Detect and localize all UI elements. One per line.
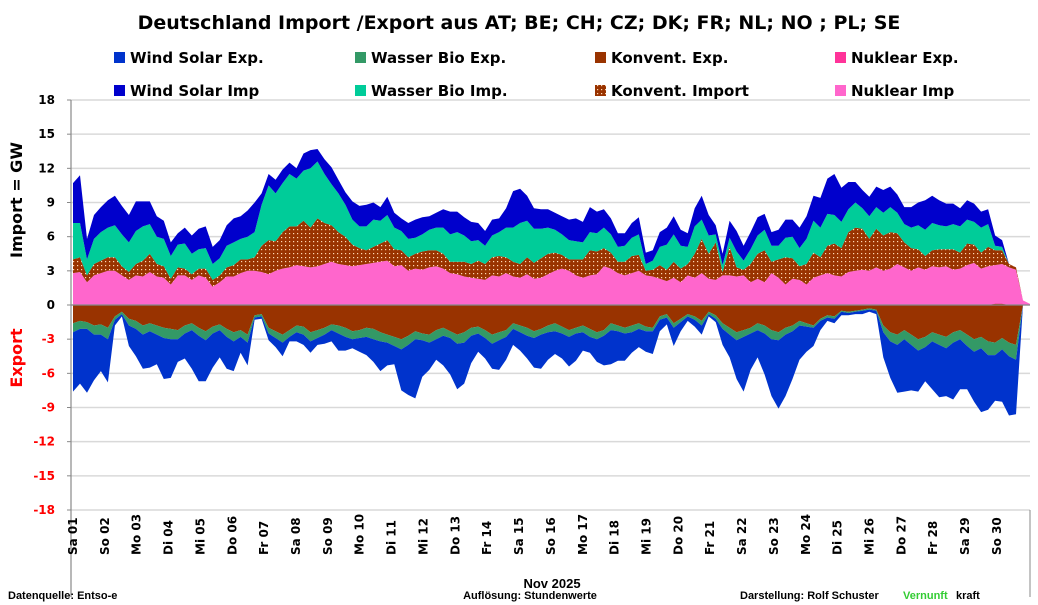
legend: Wind Solar Exp. Wasser Bio Exp. Konvent. E… (114, 49, 959, 100)
legend-label: Wasser Bio Exp. (371, 49, 506, 67)
x-tick-label: Sa 22 (735, 517, 749, 555)
y-tick-label: -3 (42, 332, 55, 346)
legend-label: Wind Solar Exp. (130, 49, 264, 67)
y-axis-label-export: Export (7, 328, 26, 388)
x-tick-label: Mo 24 (799, 514, 813, 555)
legend-item: Wind Solar Imp (114, 82, 260, 100)
legend-item: Wasser Bio Imp. (355, 82, 508, 100)
x-tick-label: Mo 03 (130, 514, 144, 555)
x-tick-label: Do 27 (894, 516, 908, 555)
area-wind-solar-imp (73, 149, 1030, 304)
area-konvent-exp (73, 303, 1030, 345)
y-tick-label: 15 (38, 127, 55, 141)
legend-item: Nuklear Imp (835, 82, 954, 100)
x-tick-label: Mi 05 (193, 518, 207, 555)
legend-swatch (595, 52, 606, 63)
area-wind-solar-exp (73, 305, 1030, 416)
x-tick-label: Sa 15 (512, 517, 526, 555)
x-tick-label: Di 25 (831, 520, 845, 555)
x-tick-label: So 09 (321, 517, 335, 555)
legend-swatch (355, 85, 366, 96)
x-tick-label: Mo 10 (353, 514, 367, 555)
y-tick-label: -9 (42, 401, 55, 415)
legend-label: Wasser Bio Imp. (371, 82, 508, 100)
legend-label: Konvent. Exp. (611, 49, 728, 67)
x-tick-label: Di 04 (162, 520, 176, 555)
x-tick-label: Fr 21 (703, 521, 717, 555)
x-tick-label: Fr 28 (926, 521, 940, 555)
footer-source: Datenquelle: Entso-e (8, 590, 117, 602)
legend-item: Konvent. Import (595, 82, 749, 100)
y-tick-label: 12 (38, 161, 55, 175)
x-tick-label: So 16 (544, 517, 558, 555)
footer-resolution: Auflösung: Stundenwerte (463, 590, 597, 602)
x-tick-label: Sa 29 (958, 517, 972, 555)
chart-title: Deutschland Import /Export aus AT; BE; C… (138, 12, 901, 34)
y-axis-label-import: Import = GW (7, 142, 26, 258)
y-tick-label: 6 (47, 230, 55, 244)
legend-label: Nuklear Exp. (851, 49, 959, 67)
legend-label: Konvent. Import (611, 82, 749, 100)
x-tick-label: Mi 19 (640, 518, 654, 555)
x-tick-label: Fr 14 (480, 521, 494, 555)
y-tick-label: -6 (42, 366, 55, 380)
legend-swatch (114, 52, 125, 63)
legend-item: Wasser Bio Exp. (355, 49, 506, 67)
plot-area (73, 149, 1030, 416)
x-tick-label: Do 20 (671, 516, 685, 555)
y-tick-label: -15 (33, 469, 55, 483)
legend-swatch (835, 52, 846, 63)
area-wasser-bio-imp (73, 161, 1030, 304)
x-tick-label: So 30 (990, 517, 1004, 555)
x-tick-label: Di 18 (608, 520, 622, 555)
x-tick-label: Sa 08 (289, 517, 303, 555)
y-tick-labels: 18 15 12 9 6 3 0 -3 -6 -9 -12 -15 -18 (33, 93, 55, 517)
footer-credit: Darstellung: Rolf Schuster (740, 590, 879, 602)
legend-label: Nuklear Imp (851, 82, 954, 100)
x-tick-label: Fr 07 (257, 521, 271, 555)
legend-item: Nuklear Exp. (835, 49, 959, 67)
x-axis-label: Nov 2025 (523, 576, 580, 591)
y-tick-label: 18 (38, 93, 55, 107)
y-tick-label: 3 (47, 264, 55, 278)
y-tick-label: -12 (33, 435, 55, 449)
x-tick-labels: Sa 01 So 02 Mo 03 Di 04 Mi 05 Do 06 Fr 07 Sa 08… (66, 514, 1004, 555)
y-tick-label: -18 (33, 503, 55, 517)
legend-label: Wind Solar Imp (130, 82, 260, 100)
axes (67, 99, 1031, 597)
x-tick-label: Do 06 (225, 516, 239, 555)
y-tick-label: 0 (47, 298, 55, 312)
x-tick-label: Di 11 (385, 520, 399, 555)
x-tick-label: So 02 (98, 517, 112, 555)
x-tick-label: Mi 12 (417, 518, 431, 555)
area-nuklear-imp (73, 260, 1030, 305)
legend-swatch (595, 85, 606, 96)
x-tick-label: So 23 (767, 517, 781, 555)
x-tick-label: Mi 26 (863, 518, 877, 555)
legend-swatch (835, 85, 846, 96)
x-tick-label: Sa 01 (66, 517, 80, 555)
area-konvent-import (73, 218, 1030, 304)
x-tick-label: Do 13 (448, 516, 462, 555)
legend-swatch (114, 85, 125, 96)
legend-item: Konvent. Exp. (595, 49, 728, 67)
legend-item: Wind Solar Exp. (114, 49, 264, 67)
footer-brand-green: Vernunft (903, 590, 948, 602)
footer-brand-rest: kraft (956, 590, 980, 602)
y-tick-label: 9 (47, 196, 55, 210)
x-tick-label: Mo 17 (576, 514, 590, 555)
legend-swatch (355, 52, 366, 63)
